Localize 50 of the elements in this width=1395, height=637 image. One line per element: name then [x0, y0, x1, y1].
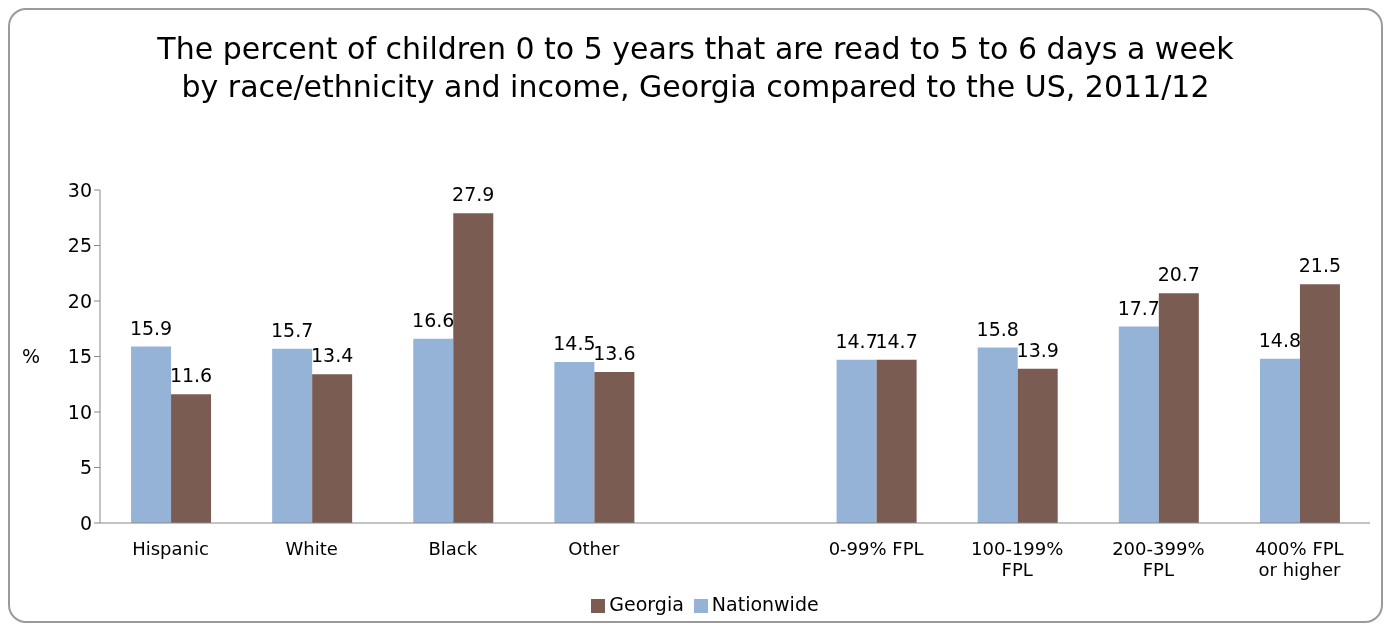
data-label: 15.8: [976, 317, 1019, 340]
x-tick-label: White: [285, 538, 338, 560]
x-tick-label: Other: [568, 538, 621, 560]
x-tick-label: 0-99% FPL: [828, 538, 924, 560]
data-label: 11.6: [169, 364, 213, 387]
x-tick-label: 200-399% FPL: [1112, 538, 1205, 580]
y-tick-label: 5: [79, 456, 92, 479]
x-tick-label: Hispanic: [132, 538, 209, 560]
bar: [1158, 293, 1199, 523]
bar: [876, 359, 917, 523]
data-label: 13.9: [1016, 338, 1059, 361]
data-label: 16.6: [412, 308, 455, 331]
data-label: 14.5: [553, 332, 596, 355]
bar: [1118, 326, 1159, 523]
bar: [312, 374, 353, 523]
y-tick-label: 30: [67, 178, 92, 201]
data-label: 27.9: [452, 183, 495, 206]
data-label: 13.6: [593, 342, 636, 365]
data-label: 13.4: [311, 344, 354, 367]
data-label: 17.7: [1117, 296, 1160, 319]
bar: [1299, 284, 1340, 523]
bar: [594, 372, 635, 523]
data-label: 21.5: [1298, 254, 1342, 277]
data-label: 14.7: [835, 329, 878, 352]
y-tick-label: 0: [79, 511, 92, 534]
data-label: 14.8: [1258, 328, 1302, 351]
bar: [1017, 368, 1058, 523]
data-label: 15.9: [129, 316, 173, 339]
bar: [131, 346, 172, 523]
legend-label: Georgia: [609, 593, 684, 615]
y-axis-title: %: [21, 345, 40, 368]
y-tick-label: 10: [67, 400, 92, 423]
bar: [1259, 358, 1300, 523]
bar: [413, 338, 454, 523]
bar: [554, 362, 595, 523]
bar: [171, 394, 212, 523]
legend-label: Nationwide: [711, 593, 819, 615]
bar: [272, 348, 313, 523]
x-tick-label: 400% FPL or higher: [1255, 538, 1344, 580]
data-label: 15.7: [271, 318, 314, 341]
x-tick-label: 100-199% FPL: [971, 538, 1064, 580]
data-label: 20.7: [1157, 263, 1200, 286]
x-tick-label: Black: [428, 538, 478, 560]
bar: [836, 359, 877, 523]
y-tick-label: 25: [67, 234, 92, 257]
chart-title: The percent of children 0 to 5 years that are read to 5 to 6 days a week by race/ethnicity and income, Georgia compared to the US, 2011/12: [156, 30, 1235, 106]
y-tick-label: 20: [67, 289, 92, 312]
bar: [977, 347, 1018, 523]
bar: [453, 213, 494, 523]
y-tick-label: 15: [67, 345, 92, 368]
